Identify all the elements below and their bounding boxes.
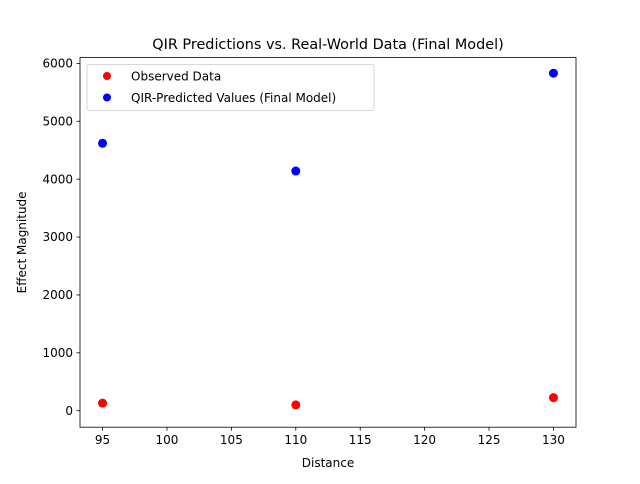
legend-label-observed: Observed Data (131, 70, 221, 84)
predicted-data-point (291, 166, 301, 176)
x-tick-label: 130 (542, 433, 565, 447)
x-tick-label: 125 (478, 433, 501, 447)
x-tick-label: 110 (284, 433, 307, 447)
data-points (98, 68, 558, 410)
observed-data-point (548, 393, 558, 403)
legend-box (86, 64, 375, 111)
y-tick-label: 2000 (42, 288, 73, 302)
observed-data-point (98, 398, 108, 408)
x-tick-label: 115 (349, 433, 372, 447)
plot-area-frame (79, 57, 577, 428)
y-tick-label: 5000 (42, 114, 73, 128)
x-axis: 95 100 105 110 115 120 125 130 (95, 427, 565, 447)
legend-marker-predicted (103, 93, 111, 102)
y-tick-label: 0 (65, 404, 73, 418)
legend-label-predicted: QIR-Predicted Values (Final Model) (131, 91, 336, 105)
observed-data-point (291, 400, 301, 410)
x-tick-label: 100 (156, 433, 179, 447)
y-tick-label: 6000 (42, 57, 73, 71)
x-axis-label: Distance (302, 456, 354, 470)
y-axis: 0 1000 2000 3000 4000 5000 6000 (42, 57, 80, 418)
x-tick-label: 95 (95, 433, 110, 447)
y-tick-label: 4000 (42, 172, 73, 186)
y-tick-label: 3000 (42, 230, 73, 244)
chart-title: QIR Predictions vs. Real-World Data (Fin… (152, 37, 503, 53)
x-tick-label: 105 (220, 433, 243, 447)
predicted-data-point (98, 138, 108, 148)
legend: Observed Data QIR-Predicted Values (Fina… (86, 64, 375, 111)
x-tick-label: 120 (413, 433, 436, 447)
predicted-data-point (548, 68, 558, 78)
y-axis-label: Effect Magnitude (15, 191, 29, 293)
y-tick-label: 1000 (42, 346, 73, 360)
legend-marker-observed (103, 72, 111, 80)
